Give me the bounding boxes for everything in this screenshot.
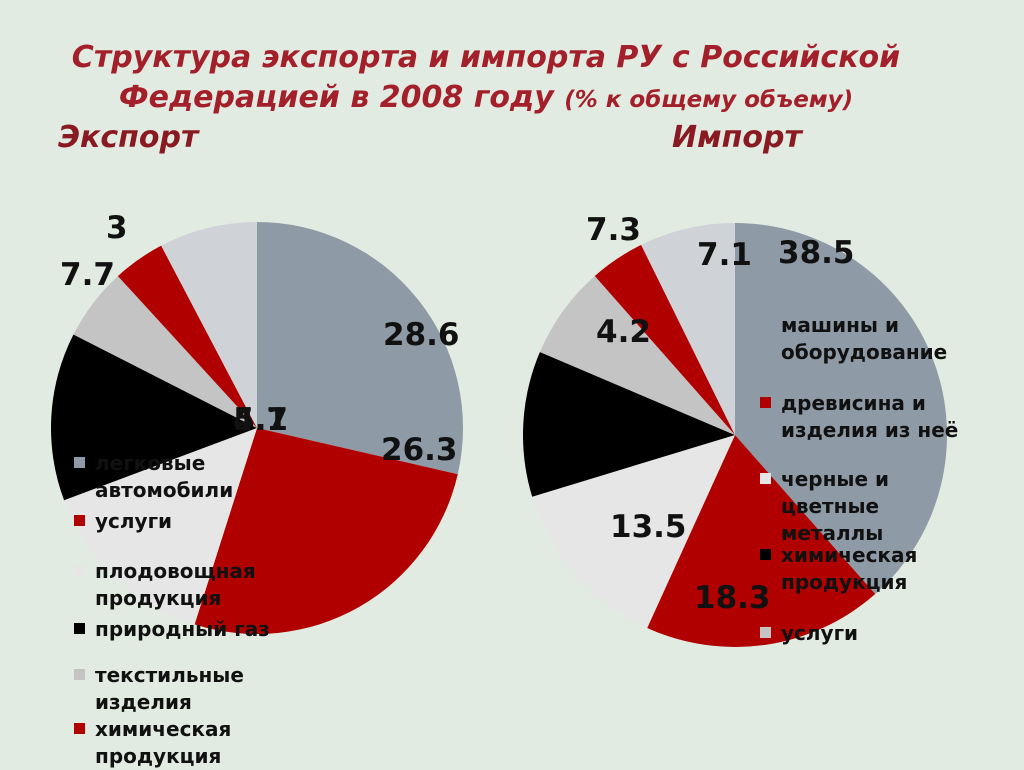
import-legend-swatch — [760, 473, 771, 484]
export-slice-4 — [73, 276, 257, 428]
export-legend-label: химическая продукция — [95, 717, 232, 768]
export-slice-5 — [117, 245, 257, 428]
import-legend-label: химическая продукция — [781, 543, 918, 594]
import-data-label-1: 18.3 — [694, 580, 771, 616]
import-slice-5 — [594, 244, 735, 435]
import-legend-swatch — [760, 549, 771, 560]
export-legend-label: плодовощная продукция — [95, 559, 256, 610]
export-legend-label: легковые автомобили — [95, 451, 234, 502]
export-data-label-5: 3 — [106, 210, 128, 246]
import-data-label-0: 38.5 — [778, 235, 855, 271]
import-data-label-5: 7.3 — [586, 212, 641, 248]
import-slice-3 — [523, 352, 735, 497]
export-legend-label: услуги — [95, 509, 173, 533]
chart-title: Структура экспорта и импорта РУ с Россий… — [0, 38, 972, 120]
import-data-label-4: 4.2 — [596, 314, 651, 350]
export-legend-swatch — [74, 565, 85, 576]
export-heading: Экспорт — [58, 120, 199, 155]
export-data-label-3: 4.1 — [233, 402, 288, 438]
export-data-label-2: 5.7 — [233, 402, 288, 438]
export-data-label-1: 26.3 — [381, 432, 458, 468]
import-legend-swatch — [760, 627, 771, 638]
title-line-1: Структура экспорта и импорта РУ с Россий… — [71, 40, 901, 75]
export-slice-2 — [64, 428, 257, 625]
import-slice-2 — [532, 435, 735, 628]
import-legend-swatch — [760, 397, 771, 408]
export-legend-swatch — [74, 457, 85, 468]
import-legend-label: услуги — [781, 621, 859, 645]
export-slice-6 — [161, 222, 257, 428]
export-legend-swatch — [74, 623, 85, 634]
import-legend-swatch — [760, 319, 771, 330]
import-slice-6 — [641, 223, 735, 435]
title-line-2-sub: (% к общему объему) — [564, 87, 854, 113]
export-slice-0 — [257, 222, 464, 475]
export-legend-label: текстильные изделия — [95, 663, 244, 714]
export-data-label-4: 7.7 — [60, 257, 115, 293]
export-legend-label: природный газ — [95, 617, 270, 641]
export-legend-swatch — [74, 515, 85, 526]
import-slice-0 — [735, 223, 947, 595]
export-data-label-0: 28.6 — [383, 317, 460, 353]
title-line-2: Федерацией в 2008 году (% к общему объем… — [0, 78, 972, 120]
export-slice-3 — [50, 334, 257, 501]
import-data-label-2: 13.5 — [610, 509, 687, 545]
import-legend-label: машины и оборудование — [781, 313, 948, 364]
import-legend-label: древисина и изделия из неё — [781, 391, 959, 442]
import-heading: Импорт — [672, 120, 802, 155]
export-legend-swatch — [74, 669, 85, 680]
export-slice-1 — [194, 428, 458, 634]
import-data-label-3: 7.1 — [697, 237, 752, 273]
import-legend-label: черные и цветные металлы — [781, 467, 890, 545]
import-slice-4 — [539, 275, 735, 435]
title-line-2-main: Федерацией в 2008 году — [118, 80, 554, 115]
import-slice-1 — [647, 435, 876, 647]
export-legend-swatch — [74, 723, 85, 734]
